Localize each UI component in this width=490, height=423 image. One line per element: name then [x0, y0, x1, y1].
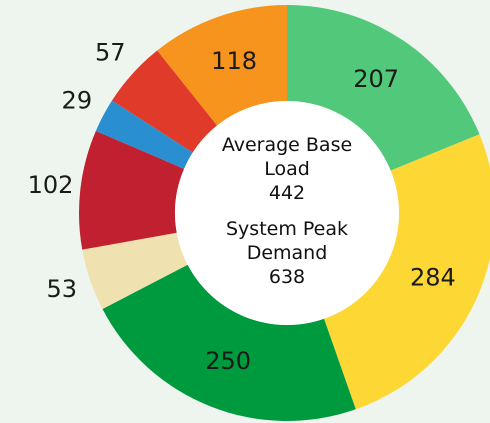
slice-label: 118	[211, 47, 257, 75]
slice-label: 250	[205, 347, 251, 375]
slice	[324, 134, 490, 410]
slice	[82, 232, 188, 310]
slice-label: 57	[95, 39, 126, 67]
slice	[157, 5, 287, 126]
slice	[95, 100, 193, 169]
slice	[112, 50, 218, 153]
slice	[102, 264, 356, 422]
center-label: System Peak Demand	[225, 218, 348, 264]
center-value: 442	[268, 182, 306, 204]
center-value: 638	[268, 266, 306, 288]
slice-label: 102	[28, 171, 74, 199]
slice-label: 53	[46, 275, 77, 303]
slice	[287, 5, 480, 171]
center-hole	[175, 101, 399, 325]
slice-label: 29	[62, 86, 93, 114]
center-label: Average Base Load	[221, 134, 353, 180]
slice-label: 284	[410, 264, 456, 292]
slice	[79, 130, 185, 250]
slice-label: 207	[353, 65, 399, 93]
center-labels: Average Base Load 442 System Peak Demand…	[197, 133, 377, 289]
